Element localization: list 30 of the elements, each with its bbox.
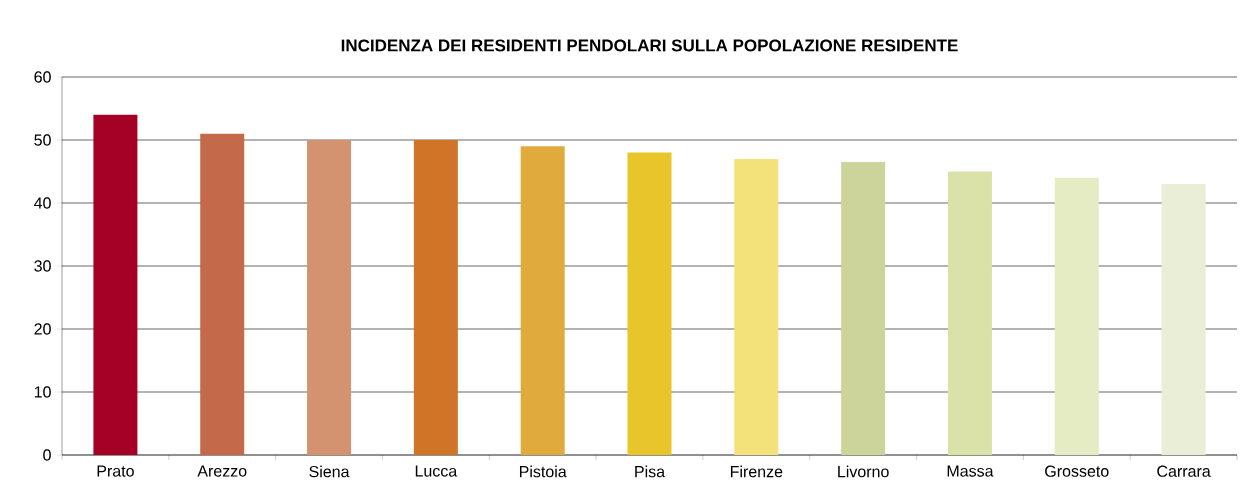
- bar: [947, 171, 992, 455]
- bar: [200, 133, 245, 455]
- x-tick-label: Massa: [947, 465, 994, 477]
- x-tick-label: Livorno: [838, 465, 889, 478]
- x-tick-label: Arezzo: [197, 465, 247, 477]
- y-tick-label: 30: [34, 260, 51, 272]
- bar: [1054, 177, 1099, 455]
- y-tick-label: 40: [34, 197, 51, 209]
- bar: [734, 158, 779, 455]
- x-tick-label: Pisa: [635, 465, 666, 478]
- bar: [413, 140, 458, 455]
- bar: [307, 140, 352, 455]
- y-tick-label: 60: [34, 71, 51, 83]
- y-tick-label: 0: [43, 449, 51, 461]
- x-tick-label: Lucca: [415, 465, 458, 477]
- x-tick-label: Grosseto: [1045, 465, 1109, 477]
- chart-title: INCIDENZA DEI RESIDENTI PENDOLARI SULLA POPOLAZIONE RESIDENTE: [341, 39, 958, 52]
- bar: [520, 146, 565, 455]
- x-tick-label: Siena: [309, 465, 350, 478]
- bar: [841, 162, 886, 455]
- y-tick-label: 20: [34, 323, 51, 335]
- x-tick-label: Carrara: [1157, 465, 1211, 477]
- x-tick-label: Pistoia: [519, 465, 567, 478]
- bar: [93, 114, 138, 455]
- bar: [1161, 184, 1206, 455]
- y-tick-label: 50: [34, 134, 51, 146]
- x-tick-label: Firenze: [730, 465, 783, 478]
- y-tick-label: 10: [34, 386, 51, 398]
- bar: [627, 152, 672, 455]
- x-tick-label: Prato: [97, 465, 134, 477]
